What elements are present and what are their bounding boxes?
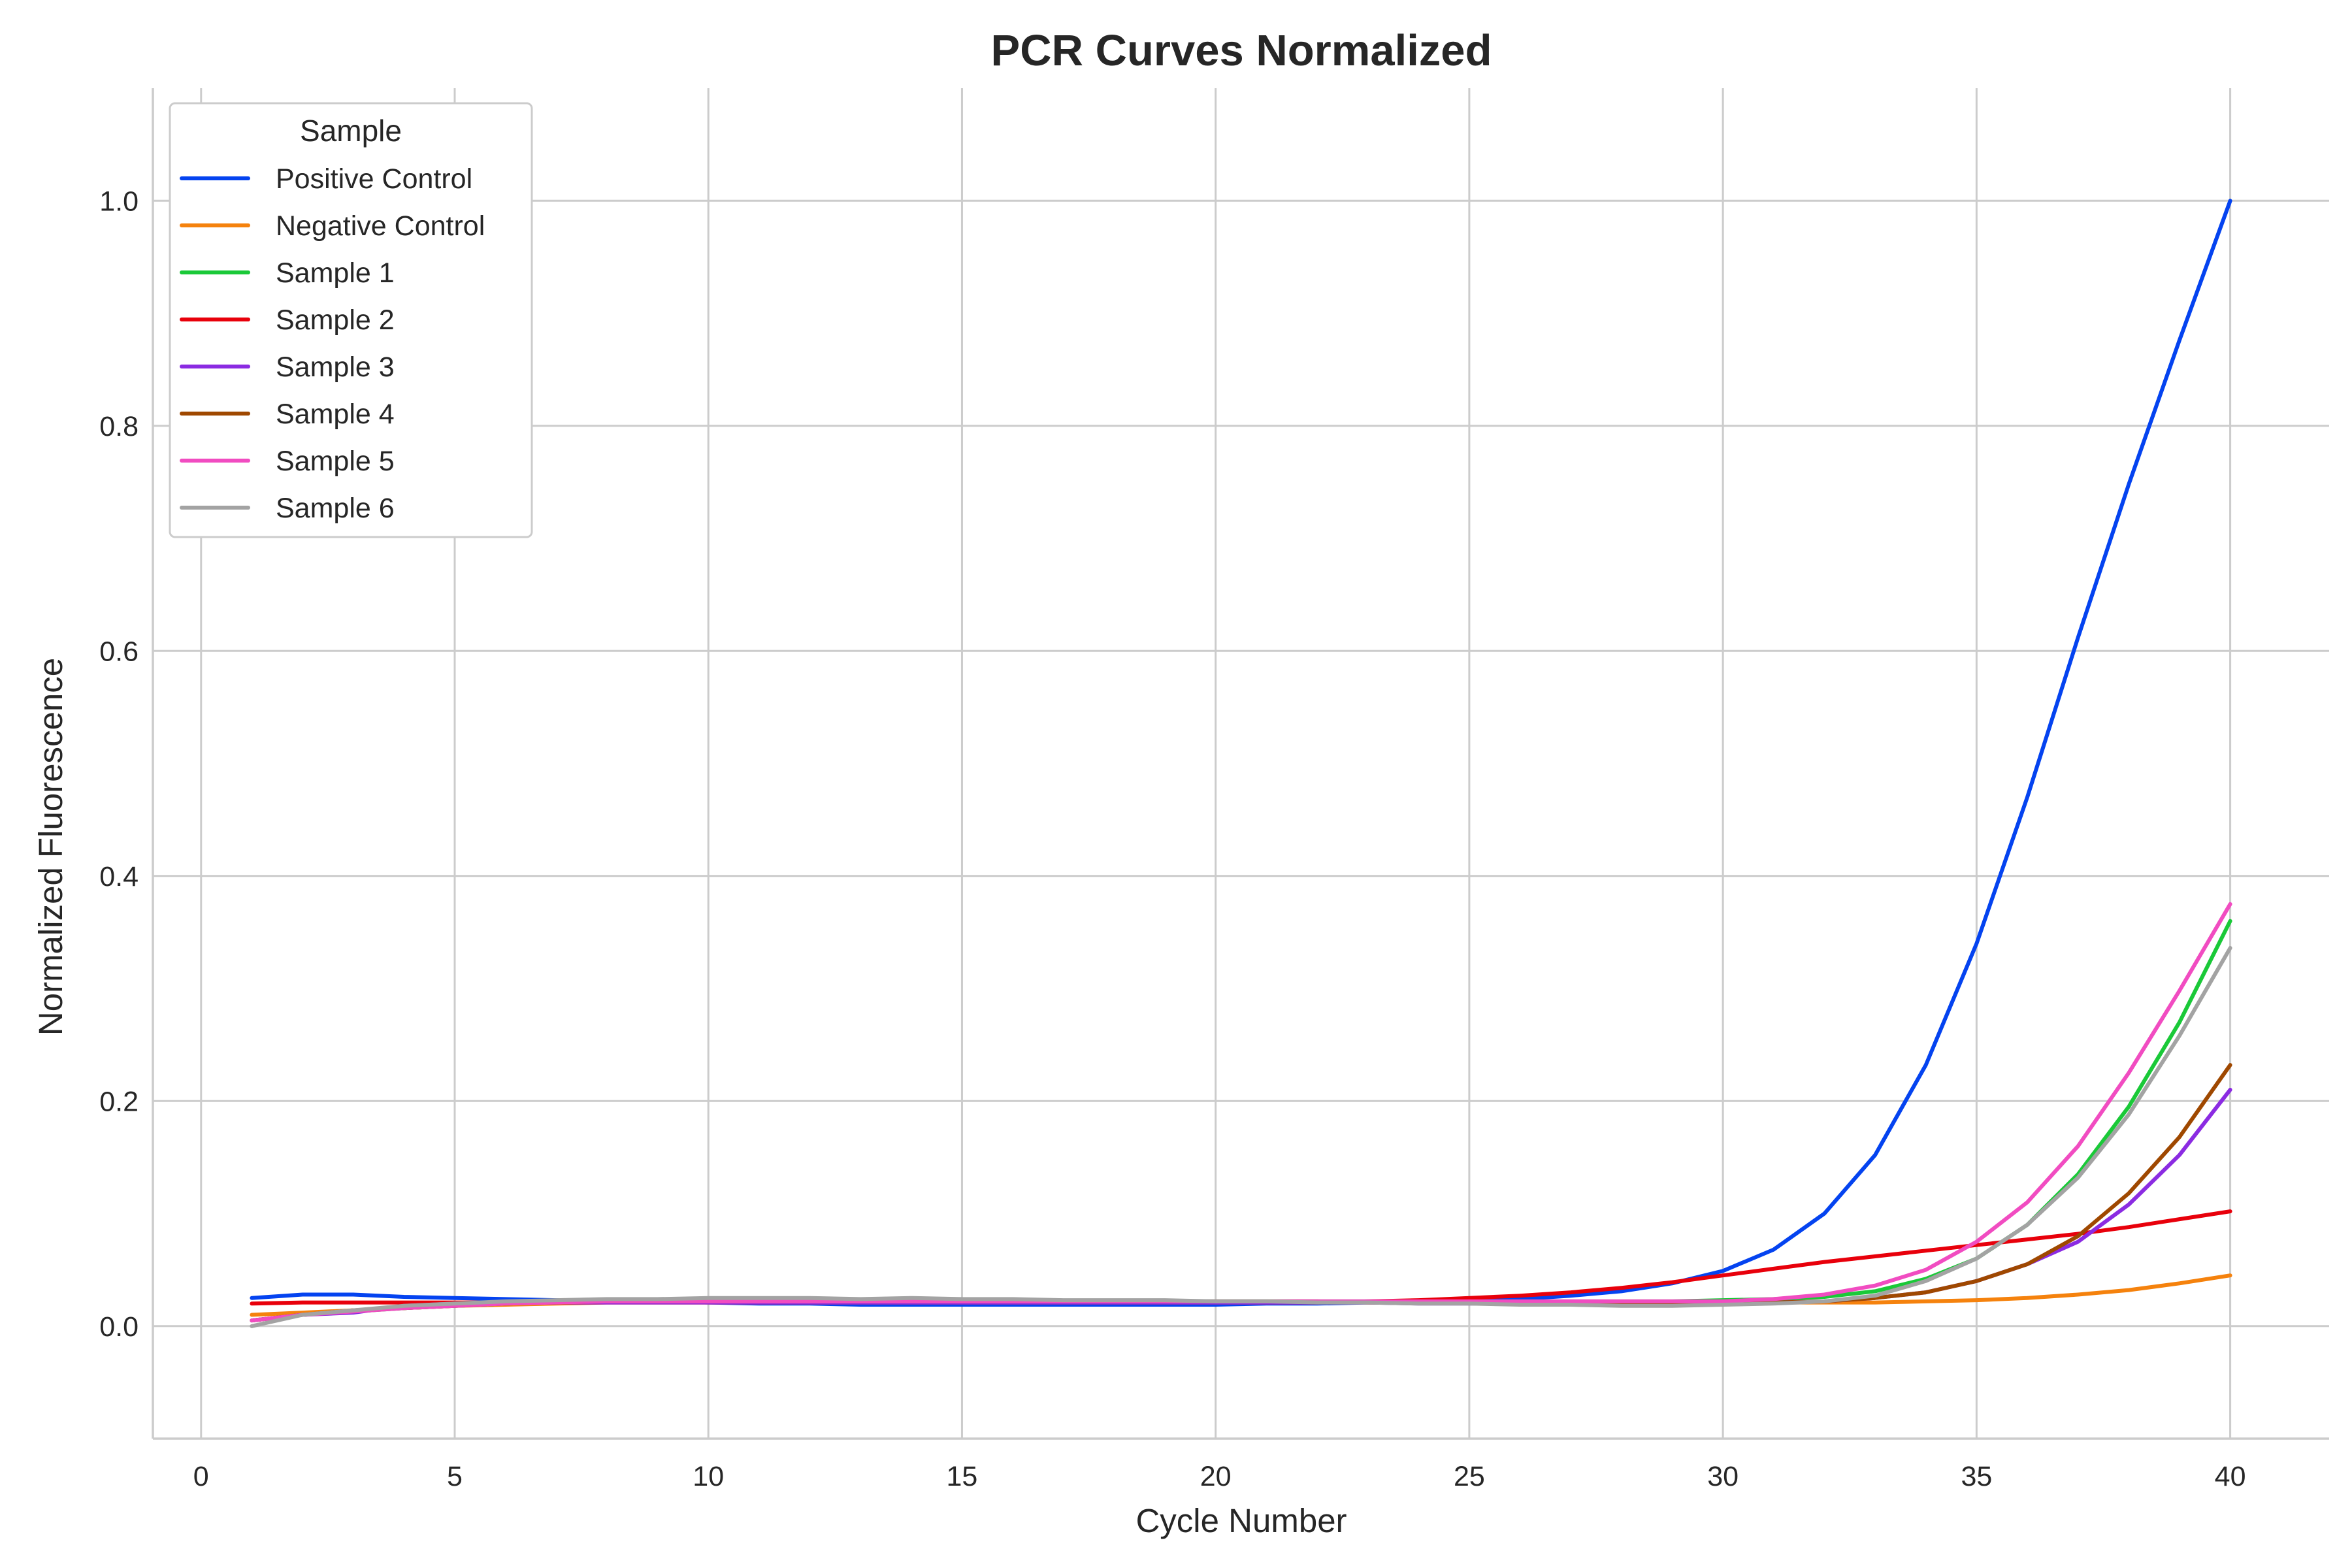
x-tick-label: 20 <box>1200 1461 1232 1492</box>
legend-items: Positive Control Negative Control Sample 1… <box>180 163 485 524</box>
x-tick-label: 15 <box>947 1461 978 1492</box>
x-axis-label: Cycle Number <box>1135 1502 1347 1539</box>
legend-item: Sample 5 <box>180 446 395 477</box>
legend-item: Sample 4 <box>180 399 395 430</box>
x-tick-label: 5 <box>447 1461 463 1492</box>
legend-item: Positive Control <box>180 163 472 195</box>
legend-item: Sample 2 <box>180 304 395 336</box>
y-axis-ticks: 0.0 0.2 0.4 0.6 0.8 1.0 <box>99 186 139 1343</box>
y-tick-label: 0.6 <box>99 636 139 667</box>
legend-item: Sample 1 <box>180 257 395 289</box>
x-tick-label: 35 <box>1961 1461 1992 1492</box>
legend-label: Sample 2 <box>276 304 395 336</box>
grid <box>153 88 2329 1439</box>
legend-label: Sample 5 <box>276 446 395 477</box>
legend-label: Sample 3 <box>276 351 395 383</box>
legend-label: Sample 6 <box>276 493 395 524</box>
chart-title: PCR Curves Normalized <box>991 26 1492 75</box>
x-axis-ticks: 0 5 10 15 20 25 30 35 40 <box>193 1461 2246 1492</box>
legend-item: Negative Control <box>180 210 485 242</box>
legend-label: Positive Control <box>276 163 472 195</box>
y-tick-label: 0.4 <box>99 861 139 892</box>
x-tick-label: 0 <box>193 1461 209 1492</box>
legend-frame <box>169 102 533 538</box>
legend-title: Sample <box>300 114 402 148</box>
legend-item: Sample 6 <box>180 493 395 524</box>
y-tick-label: 0.2 <box>99 1086 139 1117</box>
legend-item: Sample 3 <box>180 351 395 383</box>
legend-label: Sample 4 <box>276 399 395 430</box>
x-tick-label: 40 <box>2215 1461 2246 1492</box>
legend-label: Sample 1 <box>276 257 395 289</box>
y-tick-label: 0.8 <box>99 411 139 442</box>
x-tick-label: 30 <box>1707 1461 1739 1492</box>
legend: Sample Positive Control Negative Control S… <box>169 102 533 538</box>
x-tick-label: 25 <box>1454 1461 1485 1492</box>
y-axis-label: Normalized Fluorescence <box>32 658 69 1036</box>
y-tick-label: 1.0 <box>99 186 139 217</box>
y-tick-label: 0.0 <box>99 1311 139 1343</box>
x-tick-label: 10 <box>693 1461 724 1492</box>
series-line-sample-6 <box>250 946 2232 1328</box>
legend-label: Negative Control <box>276 210 485 242</box>
axes-spines <box>152 88 2329 1440</box>
series-layer <box>250 199 2232 1328</box>
